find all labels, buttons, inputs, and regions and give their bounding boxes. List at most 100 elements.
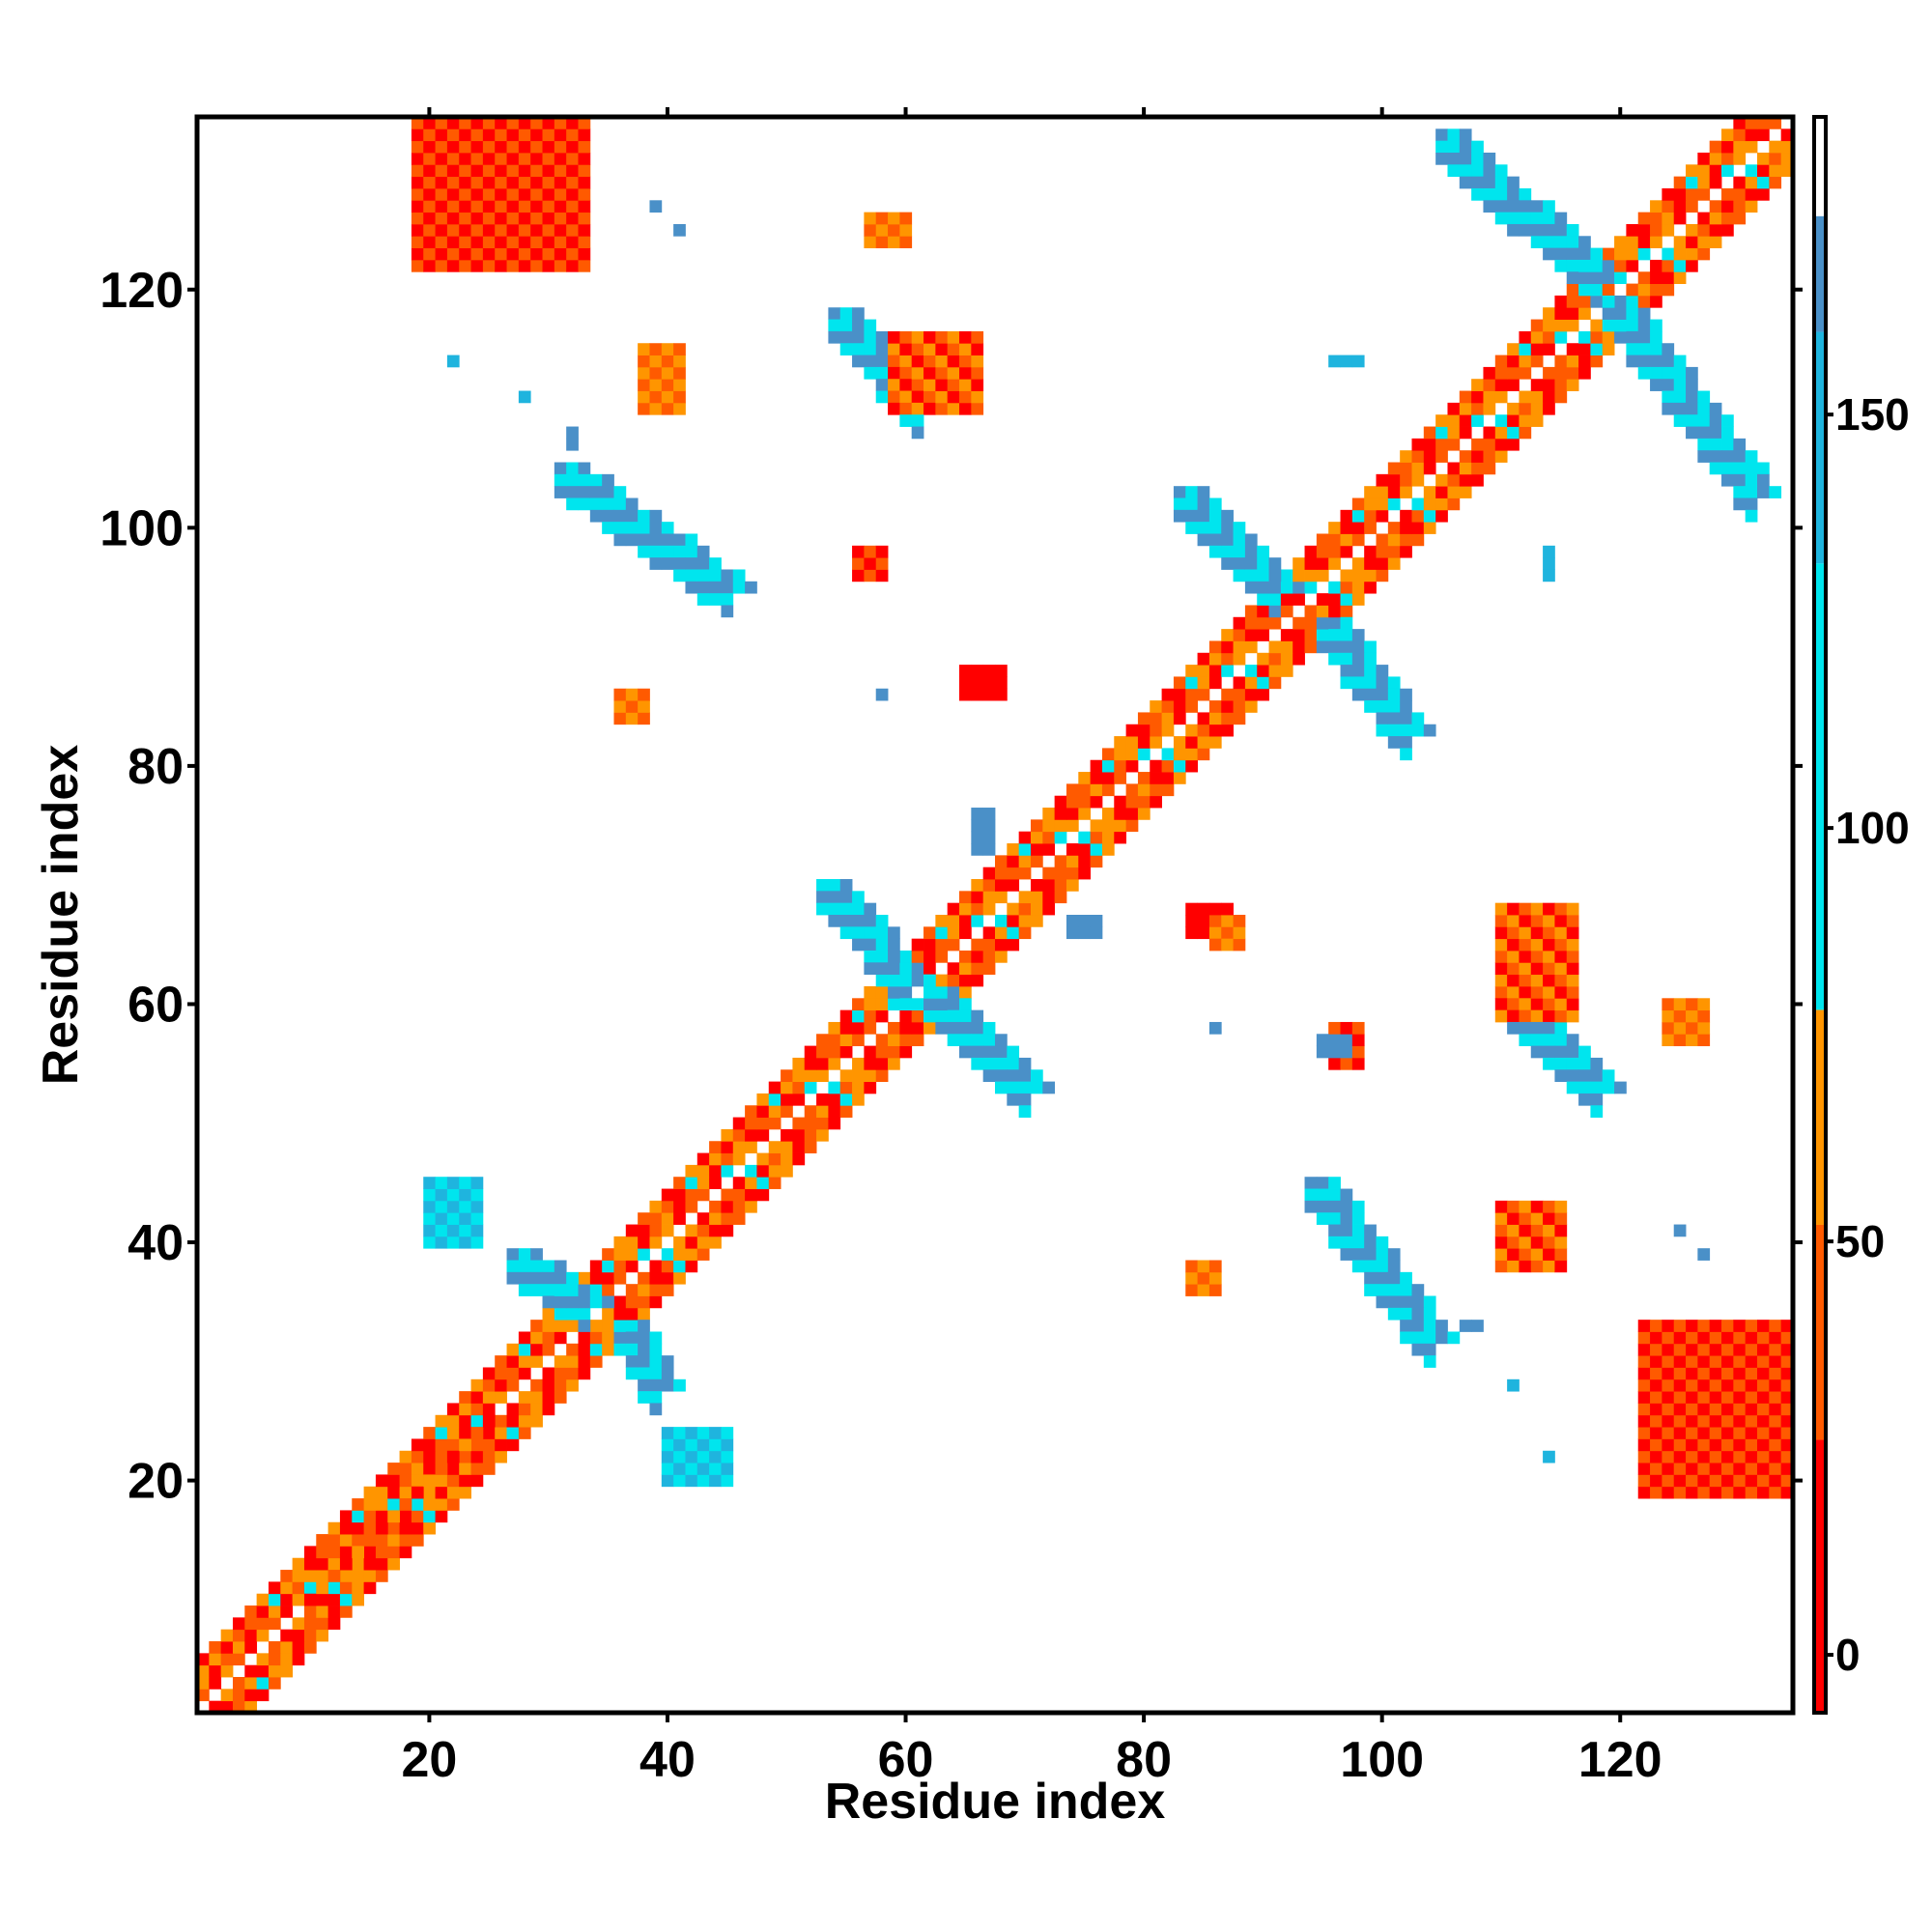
heatmap-cell bbox=[982, 891, 996, 904]
heatmap-cell bbox=[852, 569, 865, 582]
heatmap-cell bbox=[470, 223, 484, 237]
heatmap-cell bbox=[542, 117, 555, 129]
heatmap-cell bbox=[578, 1331, 591, 1345]
heatmap-cell bbox=[495, 200, 507, 213]
heatmap-cell bbox=[1197, 736, 1210, 749]
heatmap-cell bbox=[1757, 1414, 1770, 1428]
heatmap-cell bbox=[613, 1320, 627, 1332]
heatmap-cell bbox=[638, 1367, 650, 1380]
heatmap-cell bbox=[363, 1534, 377, 1547]
heatmap-cell bbox=[1364, 557, 1377, 570]
heatmap-cell bbox=[1697, 152, 1711, 165]
heatmap-cell bbox=[792, 1081, 806, 1094]
heatmap-cell bbox=[1494, 176, 1508, 189]
heatmap-cell bbox=[542, 1260, 555, 1273]
heatmap-cell bbox=[1197, 724, 1210, 737]
heatmap-cell bbox=[1494, 938, 1508, 952]
heatmap-cell bbox=[303, 1546, 317, 1559]
heatmap-cell bbox=[1530, 200, 1544, 213]
heatmap-cell bbox=[864, 366, 877, 380]
heatmap-cell bbox=[1721, 1378, 1734, 1392]
heatmap-cell bbox=[1697, 1343, 1711, 1356]
heatmap-cell bbox=[446, 1236, 460, 1249]
heatmap-cell bbox=[804, 1081, 817, 1094]
heatmap-cell bbox=[506, 1403, 520, 1416]
heatmap-cell bbox=[470, 1463, 484, 1475]
heatmap-cell bbox=[459, 1427, 471, 1439]
heatmap-cell bbox=[1673, 1320, 1687, 1332]
heatmap-cell bbox=[1543, 926, 1555, 940]
heatmap-cell bbox=[1387, 1295, 1401, 1309]
heatmap-cell bbox=[638, 402, 650, 415]
heatmap-cell bbox=[875, 974, 889, 987]
heatmap-cell bbox=[435, 1200, 448, 1213]
heatmap-cell bbox=[1554, 985, 1568, 999]
heatmap-cell bbox=[1780, 1474, 1794, 1488]
heatmap-cell bbox=[530, 247, 543, 261]
heatmap-cell bbox=[446, 212, 460, 225]
heatmap-cell bbox=[578, 140, 591, 154]
heatmap-cell bbox=[721, 1212, 734, 1225]
heatmap-cell bbox=[1208, 522, 1222, 534]
heatmap-cell bbox=[578, 223, 591, 237]
heatmap-cell bbox=[244, 1677, 258, 1690]
heatmap-cell bbox=[1602, 295, 1615, 308]
heatmap-cell bbox=[923, 390, 936, 404]
heatmap-cell bbox=[602, 1320, 614, 1332]
heatmap-cell bbox=[661, 402, 674, 415]
heatmap-cell bbox=[1769, 1414, 1782, 1428]
heatmap-cell bbox=[542, 1391, 555, 1404]
heatmap-cell bbox=[1709, 1320, 1722, 1332]
heatmap-cell bbox=[1554, 295, 1568, 308]
heatmap-cell bbox=[1293, 593, 1305, 606]
heatmap-cell bbox=[1769, 486, 1782, 498]
heatmap-cell bbox=[1757, 1331, 1770, 1345]
heatmap-cell bbox=[1351, 1034, 1365, 1047]
heatmap-cell bbox=[947, 1009, 960, 1023]
heatmap-cell bbox=[852, 902, 865, 916]
heatmap-cell bbox=[1662, 1331, 1675, 1345]
heatmap-cell bbox=[1065, 808, 1079, 820]
heatmap-cell bbox=[602, 473, 614, 487]
heatmap-cell bbox=[661, 1378, 674, 1392]
heatmap-cell bbox=[495, 164, 507, 178]
heatmap-cell bbox=[578, 200, 591, 213]
heatmap-cell bbox=[1340, 629, 1353, 641]
heatmap-cell bbox=[1709, 1438, 1722, 1452]
heatmap-cell bbox=[1733, 212, 1747, 225]
heatmap-cell bbox=[947, 962, 960, 976]
heatmap-cell bbox=[566, 187, 579, 201]
heatmap-cell bbox=[1673, 1403, 1687, 1416]
heatmap-cell bbox=[542, 212, 555, 225]
heatmap-cell bbox=[1543, 1057, 1555, 1070]
heatmap-cell bbox=[1733, 1438, 1747, 1452]
heatmap-cell bbox=[411, 128, 424, 142]
heatmap-cell bbox=[506, 1343, 520, 1356]
heatmap-cell bbox=[482, 1414, 496, 1428]
heatmap-cell bbox=[1543, 366, 1555, 380]
heatmap-cell bbox=[268, 1641, 281, 1654]
heatmap-cell bbox=[589, 1271, 603, 1285]
heatmap-cell bbox=[685, 1164, 698, 1178]
heatmap-cell bbox=[721, 1188, 734, 1202]
heatmap-cell bbox=[411, 200, 424, 213]
heatmap-cell bbox=[1208, 640, 1222, 654]
heatmap-cell bbox=[518, 247, 531, 261]
heatmap-cell bbox=[1686, 402, 1698, 415]
heatmap-cell bbox=[709, 1212, 722, 1225]
heatmap-cell bbox=[1018, 1081, 1032, 1094]
heatmap-cell bbox=[1471, 390, 1484, 404]
heatmap-cell bbox=[911, 1034, 924, 1047]
heatmap-cell bbox=[1686, 1474, 1698, 1488]
heatmap-cell bbox=[1686, 1034, 1698, 1047]
heatmap-cell bbox=[1507, 962, 1520, 976]
heatmap-cell bbox=[638, 545, 650, 558]
heatmap-cell bbox=[530, 152, 543, 165]
heatmap-cell bbox=[638, 366, 650, 380]
heatmap-cell bbox=[1543, 1021, 1555, 1035]
heatmap-cell bbox=[292, 1557, 305, 1571]
heatmap-cell bbox=[923, 926, 936, 940]
heatmap-cell bbox=[995, 1081, 1008, 1094]
heatmap-cell bbox=[1507, 974, 1520, 987]
x-tick-label: 100 bbox=[1340, 1732, 1424, 1788]
